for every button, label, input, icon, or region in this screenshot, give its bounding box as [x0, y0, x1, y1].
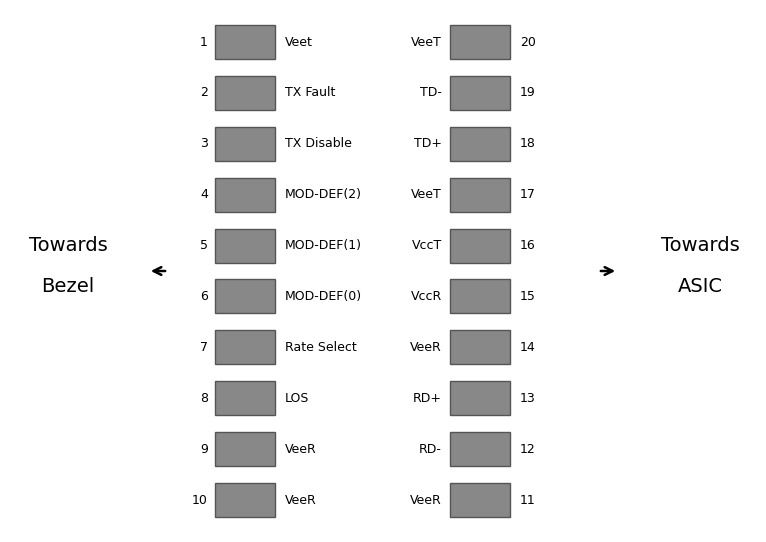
Text: 15: 15 [520, 290, 536, 303]
Text: Towards: Towards [28, 236, 107, 255]
Bar [215, 330, 275, 364]
Bar [215, 432, 275, 466]
Text: ASIC: ASIC [677, 277, 722, 296]
Text: 13: 13 [520, 392, 535, 405]
Bar [215, 483, 275, 517]
Text: 2: 2 [200, 86, 208, 99]
Text: 3: 3 [200, 137, 208, 150]
Bar [215, 127, 275, 161]
Text: TX Disable: TX Disable [285, 137, 352, 150]
Text: 20: 20 [520, 35, 536, 48]
Text: 12: 12 [520, 443, 535, 456]
Bar [450, 432, 510, 466]
Bar [215, 280, 275, 313]
Text: MOD-DEF(0): MOD-DEF(0) [285, 290, 362, 303]
Text: 19: 19 [520, 86, 535, 99]
Bar [450, 229, 510, 262]
Text: VccR: VccR [411, 290, 442, 303]
Text: 16: 16 [520, 239, 535, 252]
Bar [215, 178, 275, 212]
Bar [450, 76, 510, 110]
Bar [450, 483, 510, 517]
Text: 1: 1 [200, 35, 208, 48]
Bar [450, 25, 510, 59]
Text: VeeT: VeeT [411, 188, 442, 201]
Bar [215, 381, 275, 415]
Text: 9: 9 [200, 443, 208, 456]
Text: VeeT: VeeT [411, 35, 442, 48]
Text: 18: 18 [520, 137, 536, 150]
Text: Bezel: Bezel [41, 277, 95, 296]
Text: 17: 17 [520, 188, 536, 201]
Text: 5: 5 [200, 239, 208, 252]
Bar [450, 381, 510, 415]
Bar [215, 25, 275, 59]
Bar [215, 76, 275, 110]
Text: LOS: LOS [285, 392, 309, 405]
Text: 8: 8 [200, 392, 208, 405]
Text: Veet: Veet [285, 35, 313, 48]
Bar [450, 330, 510, 364]
Text: 11: 11 [520, 494, 535, 507]
Text: 10: 10 [192, 494, 208, 507]
Text: RD-: RD- [419, 443, 442, 456]
Text: MOD-DEF(2): MOD-DEF(2) [285, 188, 362, 201]
Text: VeeR: VeeR [411, 341, 442, 354]
Text: VeeR: VeeR [285, 494, 317, 507]
Bar [450, 127, 510, 161]
Text: Rate Select: Rate Select [285, 341, 357, 354]
Text: 6: 6 [200, 290, 208, 303]
Text: Towards: Towards [660, 236, 739, 255]
Text: 7: 7 [200, 341, 208, 354]
Text: MOD-DEF(1): MOD-DEF(1) [285, 239, 362, 252]
Text: VeeR: VeeR [411, 494, 442, 507]
Bar [450, 280, 510, 313]
Text: 4: 4 [200, 188, 208, 201]
Text: TD+: TD+ [414, 137, 442, 150]
Text: VeeR: VeeR [285, 443, 317, 456]
Text: TD-: TD- [420, 86, 442, 99]
Bar [215, 229, 275, 262]
Text: RD+: RD+ [413, 392, 442, 405]
Bar [450, 178, 510, 212]
Text: 14: 14 [520, 341, 535, 354]
Text: TX Fault: TX Fault [285, 86, 336, 99]
Text: VccT: VccT [412, 239, 442, 252]
